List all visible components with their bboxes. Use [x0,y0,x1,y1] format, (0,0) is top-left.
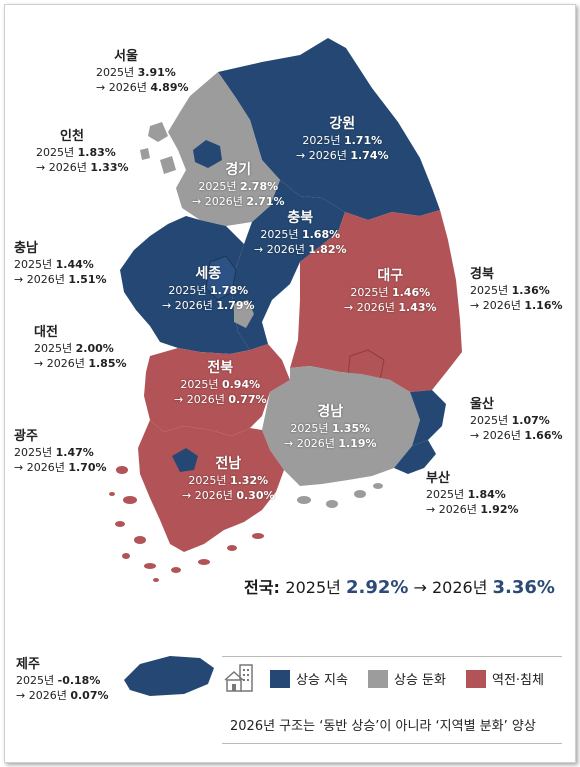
region-chungnam [120,216,250,354]
label-incheon: 인천 2025년 1.83% → 2026년 1.33% [36,129,129,174]
legend-item-slow: 상승 둔화 [368,669,446,688]
legend-item-rise: 상승 지속 [270,669,348,688]
label-chungbuk: 충북 2025년 1.68% → 2026년 1.82% [254,210,347,256]
label-gyeongbuk: 경북 2025년 1.36% → 2026년 1.16% [470,267,563,312]
label-seoul: 서울 2025년 3.91% → 2026년 4.89% [96,49,189,94]
legend-item-reverse: 역전·침체 [466,669,544,688]
label-jeonbuk: 전북 2025년 0.94% → 2026년 0.77% [174,360,267,406]
legend: 상승 지속 상승 둔화 역전·침체 2026년 구조는 ‘동반 상승’이 아니라… [222,656,562,744]
legend-swatch-slow [368,669,388,688]
region-gyeongnam [262,366,420,486]
label-gangwon: 강원 2025년 1.71% → 2026년 1.74% [296,116,389,162]
label-jeonnam: 전남 2025년 1.32% → 2026년 0.30% [182,456,275,502]
southwest-islands [109,466,264,582]
region-ulsan [410,390,446,446]
southcoast-islands [297,483,383,508]
national-summary: 전국: 2025년 2.92% → 2026년 3.36% [244,577,555,598]
label-daejeon: 대전 2025년 2.00% → 2026년 1.85% [34,325,127,370]
house-building-icon [224,664,253,692]
region-daejeon [234,300,254,328]
region-jeonnam [138,420,284,552]
region-incheon [140,122,176,174]
legend-swatch-reverse [466,669,486,688]
region-gangwon [218,38,440,220]
label-jeju: 제주 2025년 -0.18% → 2026년 0.07% [16,657,109,702]
label-busan: 부산 2025년 1.84% → 2026년 1.92% [426,471,519,516]
label-chungnam: 충남 2025년 1.44% → 2026년 1.51% [14,241,107,286]
region-gyeonggi [168,72,280,226]
label-ulsan: 울산 2025년 1.07% → 2026년 1.66% [470,397,563,442]
footnote: 2026년 구조는 ‘동반 상승’이 아니라 ‘지역별 분화’ 양상 [230,719,536,734]
legend-swatch-rise [270,669,290,688]
label-gwangju: 광주 2025년 1.47% → 2026년 1.70% [14,429,107,474]
region-gyeongbuk [290,210,462,392]
region-sejong [205,255,237,301]
region-seoul [193,140,222,168]
region-chungbuk [232,180,345,350]
label-gyeonggi: 경기 2025년 2.78% → 2026년 2.71% [192,162,285,208]
region-gwangju [172,448,198,472]
label-sejong: 세종 2025년 1.78% → 2026년 1.79% [162,266,255,312]
label-gyeongnam: 경남 2025년 1.35% → 2026년 1.19% [284,404,377,450]
region-busan [394,440,436,474]
region-jeju [124,656,214,696]
region-jeonbuk [144,344,290,436]
label-daegu: 대구 2025년 1.46% → 2026년 1.43% [344,268,437,314]
